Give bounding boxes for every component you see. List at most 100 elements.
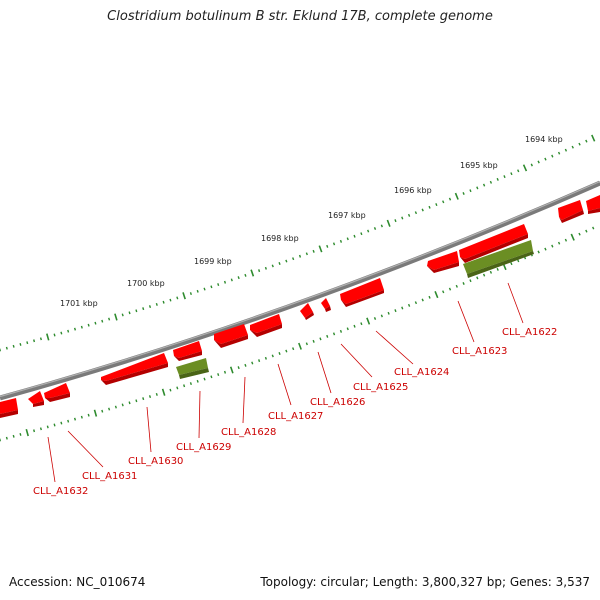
minor-tick <box>353 234 356 238</box>
major-tick <box>250 269 255 277</box>
major-tick <box>161 388 166 396</box>
minor-tick <box>39 427 42 431</box>
minor-tick <box>169 388 172 392</box>
minor-tick <box>482 273 486 277</box>
minor-tick <box>298 254 302 258</box>
minor-tick <box>578 142 581 146</box>
major-tick <box>454 192 459 200</box>
minor-tick <box>414 301 418 305</box>
minor-tick <box>203 377 206 381</box>
minor-tick <box>155 302 158 306</box>
major-tick <box>318 245 323 253</box>
minor-tick <box>230 278 233 282</box>
minor-tick <box>237 366 240 370</box>
gene-label: CLL_A1629 <box>176 442 231 453</box>
gene-arrow[interactable] <box>44 383 70 402</box>
major-tick <box>591 134 596 142</box>
minor-tick <box>142 397 145 401</box>
minor-tick <box>394 309 397 313</box>
minor-tick <box>258 359 261 363</box>
major-tick <box>386 219 391 227</box>
minor-tick <box>326 244 329 248</box>
minor-tick <box>544 157 547 161</box>
minor-tick <box>319 337 322 341</box>
gene-label: CLL_A1625 <box>353 382 408 393</box>
minor-tick <box>517 259 520 263</box>
minor-tick <box>489 270 493 274</box>
minor-tick <box>135 309 138 313</box>
minor-tick <box>189 382 192 386</box>
scale-label: 1698 kbp <box>261 234 299 243</box>
minor-tick <box>373 227 377 230</box>
minor-tick <box>53 333 56 337</box>
gene-label: CLL_A1628 <box>221 427 276 438</box>
minor-tick <box>585 229 588 233</box>
major-tick <box>298 342 302 350</box>
gene-box[interactable] <box>176 358 209 379</box>
minor-tick <box>585 139 588 143</box>
gene-arrow[interactable] <box>101 353 168 385</box>
minor-tick <box>292 347 295 351</box>
minor-tick <box>435 203 438 207</box>
minor-tick <box>517 169 520 173</box>
gene-arrow[interactable] <box>300 303 314 320</box>
minor-tick <box>108 317 111 321</box>
scale-label: 1699 kbp <box>194 257 232 266</box>
minor-tick <box>128 311 131 315</box>
genome-backbone <box>0 180 600 401</box>
gene-leader-lines <box>47 282 524 483</box>
minor-tick <box>67 419 70 423</box>
minor-tick <box>285 259 288 263</box>
minor-tick <box>223 280 227 284</box>
gene-arrow[interactable] <box>250 314 282 337</box>
gene-arrow[interactable] <box>28 391 44 407</box>
minor-tick <box>80 415 83 419</box>
minor-tick <box>210 375 213 379</box>
minor-tick <box>380 314 383 318</box>
minor-tick <box>537 160 540 164</box>
minor-tick <box>87 323 90 327</box>
minor-tick <box>33 339 36 343</box>
reverse-genes <box>176 240 534 379</box>
minor-tick <box>26 341 29 345</box>
major-tick <box>366 317 371 325</box>
minor-tick <box>469 279 472 283</box>
minor-tick <box>407 303 411 307</box>
major-tick <box>46 333 50 341</box>
gene-label: CLL_A1627 <box>268 411 323 422</box>
major-tick <box>434 291 439 299</box>
minor-tick <box>203 287 206 291</box>
gene-box[interactable] <box>463 240 534 278</box>
minor-tick <box>271 354 274 358</box>
minor-tick <box>60 421 63 425</box>
minor-tick <box>564 238 568 242</box>
scale-label: 1695 kbp <box>460 161 498 170</box>
minor-tick <box>482 183 486 187</box>
gene-arrow[interactable] <box>427 251 459 273</box>
gene-arrow[interactable] <box>0 398 18 418</box>
gene-arrow[interactable] <box>586 195 600 214</box>
gene-arrow[interactable] <box>558 200 584 223</box>
gene-label: CLL_A1631 <box>82 471 137 482</box>
minor-tick <box>469 189 472 193</box>
minor-tick <box>571 145 574 149</box>
minor-tick <box>148 395 152 399</box>
minor-tick <box>510 172 513 176</box>
gene-arrow[interactable] <box>321 298 331 312</box>
minor-tick <box>407 213 411 217</box>
gene-arrow[interactable] <box>459 224 528 263</box>
major-tick <box>114 313 118 321</box>
minor-tick <box>210 285 213 289</box>
minor-tick <box>428 205 431 209</box>
minor-tick <box>114 405 117 409</box>
minor-tick <box>135 399 138 403</box>
minor-tick <box>176 386 179 390</box>
scale-label: 1701 kbp <box>60 299 98 308</box>
minor-tick <box>360 232 363 236</box>
gene-arrow[interactable] <box>340 278 384 307</box>
minor-tick <box>244 273 247 277</box>
minor-tick <box>19 433 22 436</box>
gene-arrow[interactable] <box>173 341 202 361</box>
gene-arrow[interactable] <box>214 324 248 348</box>
map-title: Clostridium botulinum B str. Eklund 17B,… <box>107 9 493 24</box>
